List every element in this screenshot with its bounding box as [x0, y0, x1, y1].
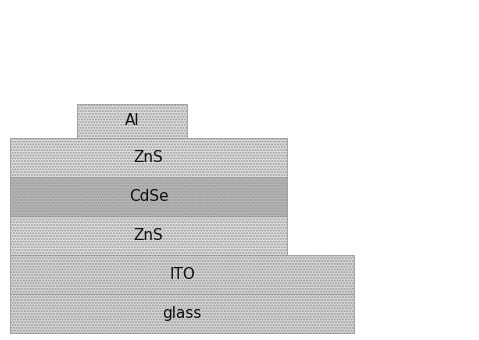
- Bar: [10, 216, 287, 255]
- Bar: [77, 104, 187, 138]
- Text: CdSe: CdSe: [129, 189, 168, 204]
- Bar: [10, 255, 354, 294]
- Text: Al: Al: [125, 113, 139, 128]
- Text: ZnS: ZnS: [134, 150, 163, 165]
- Bar: [10, 177, 287, 216]
- Text: glass: glass: [162, 306, 202, 321]
- Text: ITO: ITO: [169, 267, 195, 282]
- Bar: [10, 138, 287, 177]
- Bar: [10, 294, 354, 333]
- Text: ZnS: ZnS: [134, 228, 163, 243]
